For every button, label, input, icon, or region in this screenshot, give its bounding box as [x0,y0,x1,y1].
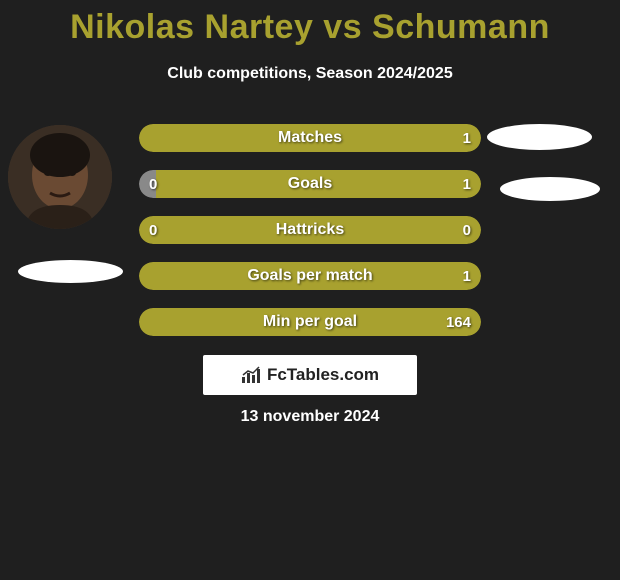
stat-label: Matches [139,124,481,152]
player-a-avatar-placeholder [18,260,123,283]
stat-label: Min per goal [139,308,481,336]
stat-row-matches: Matches 1 [139,124,481,152]
stat-row-goals-per-match: Goals per match 1 [139,262,481,290]
stats-bars: Matches 1 0 Goals 1 0 Hattricks 0 Goals … [139,124,481,354]
page-subtitle: Club competitions, Season 2024/2025 [0,65,620,83]
bar-chart-icon [241,366,263,384]
stat-value-b: 1 [463,262,471,290]
date-line: 13 november 2024 [0,408,620,426]
source-logo: FcTables.com [203,355,417,395]
player-a-avatar [8,125,112,229]
stat-value-b: 1 [463,124,471,152]
player-b-avatar-placeholder-1 [487,124,592,150]
avatar-face-icon [8,125,112,229]
source-logo-text: FcTables.com [241,365,379,385]
stat-label: Goals [139,170,481,198]
player-b-avatar-placeholder-2 [500,177,600,201]
stat-value-b: 1 [463,170,471,198]
stat-row-min-per-goal: Min per goal 164 [139,308,481,336]
stat-value-b: 164 [446,308,471,336]
source-logo-label: FcTables.com [267,365,379,385]
stat-label: Goals per match [139,262,481,290]
stat-row-goals: 0 Goals 1 [139,170,481,198]
stat-value-b: 0 [463,216,471,244]
stat-label: Hattricks [139,216,481,244]
stat-row-hattricks: 0 Hattricks 0 [139,216,481,244]
page-title: Nikolas Nartey vs Schumann [0,0,620,47]
